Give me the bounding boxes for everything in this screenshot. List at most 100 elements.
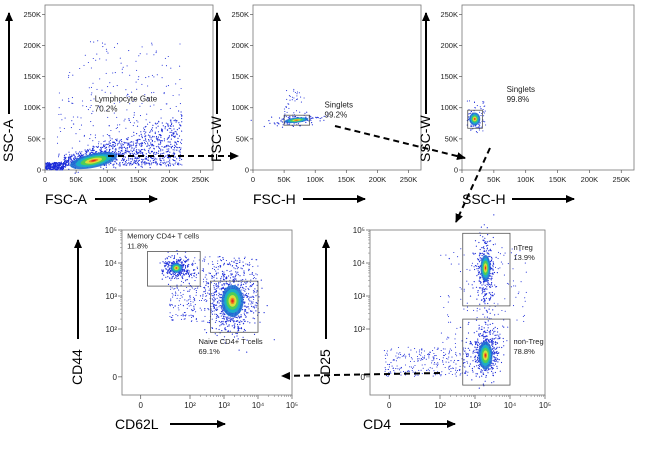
event-dot bbox=[113, 46, 116, 48]
event-dot bbox=[192, 301, 194, 303]
event-dot bbox=[71, 147, 73, 149]
event-dot bbox=[483, 248, 485, 250]
event-dot bbox=[174, 160, 176, 162]
event-dot bbox=[453, 361, 455, 363]
event-dot bbox=[454, 346, 457, 348]
event-dot bbox=[202, 295, 204, 297]
event-dot bbox=[74, 156, 76, 158]
event-dot bbox=[171, 122, 173, 124]
event-dot bbox=[247, 321, 249, 323]
event-dot bbox=[68, 98, 70, 100]
event-dot bbox=[144, 161, 146, 163]
event-dot bbox=[141, 166, 143, 168]
event-dot bbox=[295, 98, 298, 100]
event-dot bbox=[170, 67, 172, 69]
event-dot bbox=[245, 292, 247, 294]
event-dot bbox=[492, 333, 494, 335]
event-dot bbox=[188, 276, 190, 278]
event-dot bbox=[179, 79, 181, 81]
event-dot bbox=[432, 356, 434, 358]
event-dot bbox=[493, 359, 495, 361]
event-dot bbox=[105, 59, 107, 61]
event-dot bbox=[284, 113, 286, 115]
event-dot bbox=[106, 50, 108, 52]
event-dot bbox=[187, 264, 189, 266]
event-dot bbox=[218, 302, 220, 304]
event-dot bbox=[93, 41, 95, 43]
x-tick-label: 100K bbox=[517, 175, 535, 184]
event-dot bbox=[231, 333, 233, 335]
event-dot bbox=[492, 309, 494, 311]
event-dot bbox=[165, 268, 168, 270]
event-dot bbox=[51, 165, 53, 167]
event-dot bbox=[133, 161, 135, 163]
event-dot bbox=[472, 360, 474, 362]
event-dot bbox=[217, 266, 219, 268]
event-dot bbox=[58, 167, 60, 169]
y-tick-label: 10⁵ bbox=[105, 226, 117, 235]
event-dot bbox=[245, 305, 247, 307]
event-dot bbox=[58, 153, 60, 155]
event-dot bbox=[173, 288, 175, 290]
event-dot bbox=[119, 124, 121, 126]
event-dot bbox=[90, 134, 92, 136]
event-dot bbox=[113, 145, 116, 148]
event-dot bbox=[182, 313, 184, 315]
event-dot bbox=[156, 138, 158, 141]
event-dot bbox=[478, 376, 481, 378]
event-dot bbox=[141, 135, 143, 137]
event-dot bbox=[251, 310, 253, 312]
event-dot bbox=[142, 158, 144, 161]
event-dot bbox=[252, 282, 255, 285]
event-dot bbox=[448, 369, 450, 371]
event-dot bbox=[388, 366, 390, 368]
event-dot bbox=[478, 126, 480, 128]
event-dot bbox=[105, 48, 107, 50]
event-dot bbox=[465, 370, 467, 372]
event-dot bbox=[222, 278, 225, 280]
event-dot bbox=[162, 149, 164, 151]
event-dot bbox=[219, 297, 221, 299]
event-dot bbox=[470, 111, 472, 113]
event-dot bbox=[119, 152, 121, 154]
event-dot bbox=[149, 105, 151, 107]
event-dot bbox=[112, 145, 114, 147]
event-dot bbox=[138, 144, 141, 146]
event-dot bbox=[126, 147, 128, 149]
event-dot bbox=[288, 107, 290, 109]
event-dot bbox=[172, 275, 174, 277]
event-dot bbox=[293, 112, 295, 114]
event-dot bbox=[488, 256, 490, 258]
event-dot bbox=[247, 293, 250, 295]
event-dot bbox=[478, 261, 481, 263]
event-dot bbox=[387, 375, 389, 377]
event-dot bbox=[170, 128, 172, 130]
event-dot bbox=[391, 348, 393, 350]
event-dot bbox=[131, 91, 133, 93]
event-dot bbox=[414, 348, 416, 350]
event-dot bbox=[494, 326, 496, 328]
event-dot bbox=[168, 255, 170, 258]
event-dot bbox=[111, 151, 114, 153]
event-dot bbox=[216, 277, 218, 279]
event-dot bbox=[75, 157, 77, 159]
event-dot bbox=[203, 281, 205, 283]
event-dot bbox=[182, 282, 184, 284]
event-dot bbox=[163, 93, 165, 95]
event-dot bbox=[222, 258, 224, 260]
event-dot bbox=[58, 165, 60, 167]
event-dot bbox=[487, 324, 489, 326]
event-dot bbox=[125, 152, 127, 154]
event-dot bbox=[282, 124, 284, 126]
event-dot bbox=[188, 275, 191, 277]
event-dot bbox=[229, 320, 232, 323]
event-dot bbox=[120, 153, 122, 155]
event-dot bbox=[166, 138, 168, 140]
event-dot bbox=[222, 290, 224, 293]
event-dot bbox=[159, 134, 161, 136]
event-dot bbox=[74, 172, 76, 174]
event-dot bbox=[57, 162, 59, 164]
event-dot bbox=[221, 270, 223, 272]
event-dot bbox=[240, 279, 242, 281]
